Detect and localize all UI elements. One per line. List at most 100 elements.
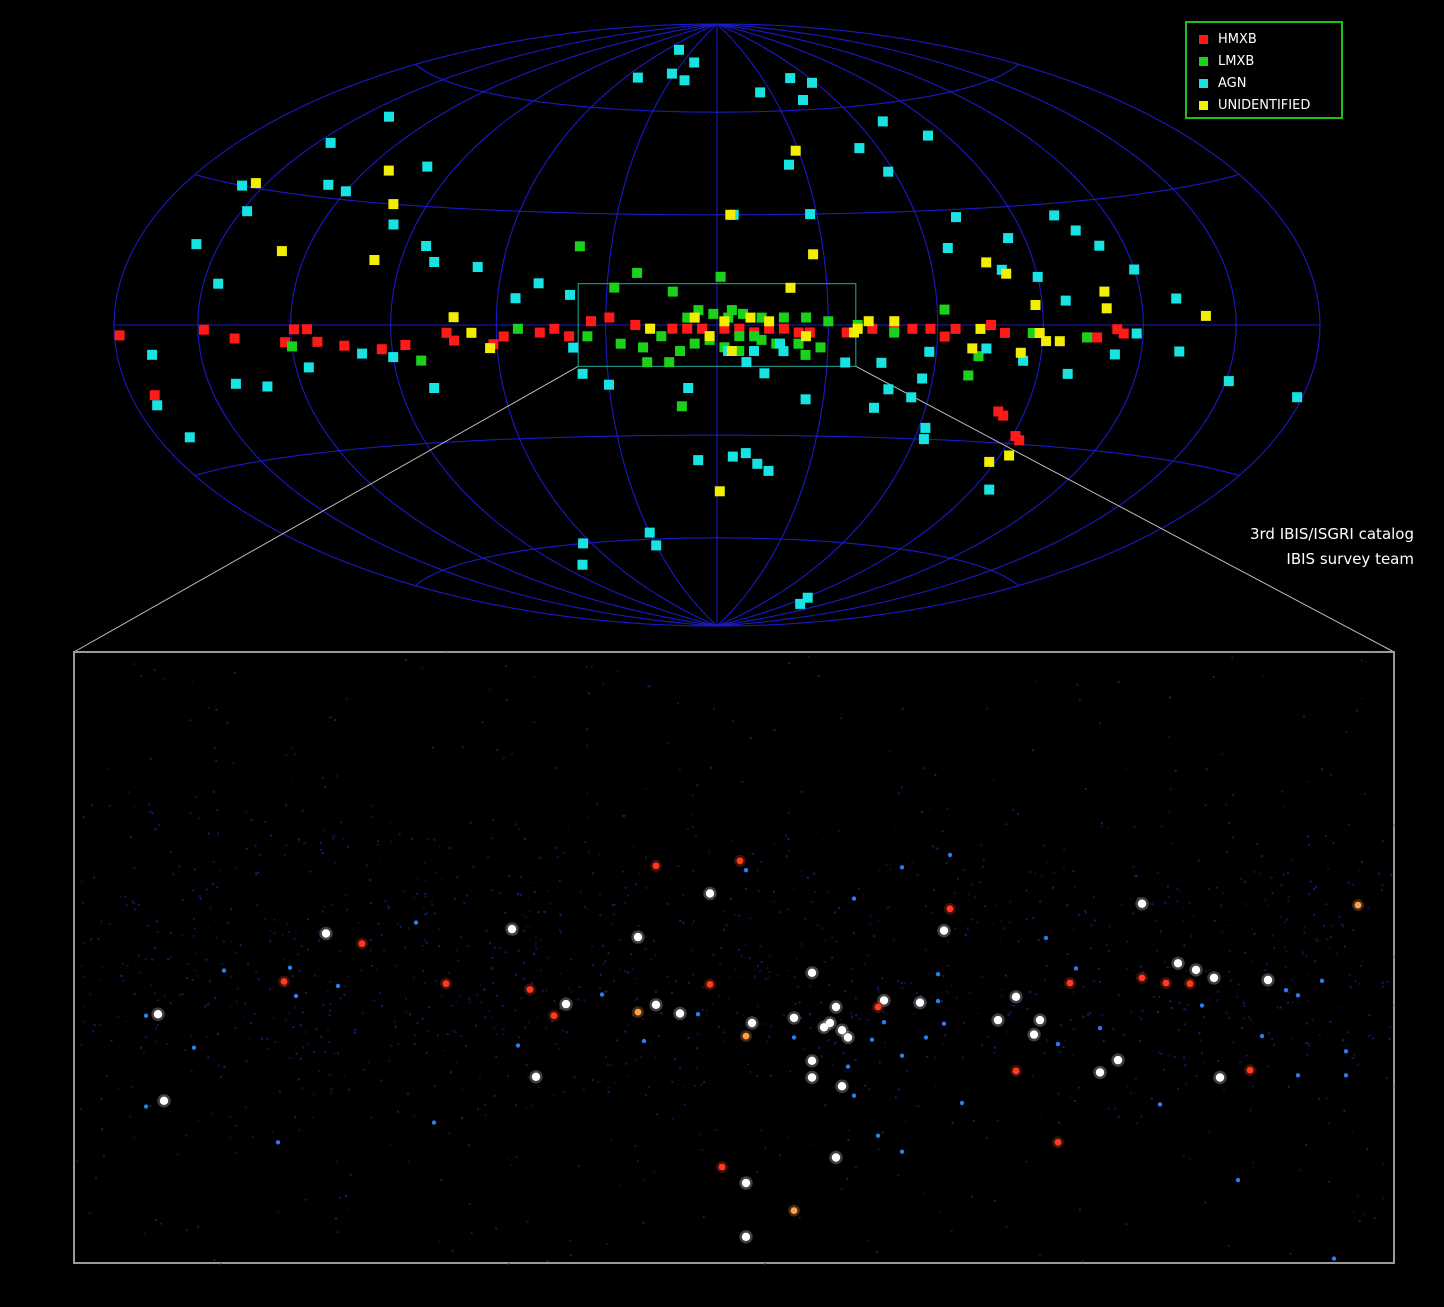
noise-speck	[324, 785, 327, 788]
noise-speck	[110, 1039, 113, 1042]
noise-speck	[387, 905, 389, 908]
marker-agn	[644, 527, 655, 538]
marker-agn	[693, 455, 704, 466]
noise-speck	[789, 1070, 792, 1073]
noise-speck	[459, 994, 462, 997]
noise-speck	[607, 1063, 609, 1066]
inset-source-red	[874, 1003, 882, 1011]
noise-speck	[647, 685, 650, 688]
marker-unidentified	[808, 249, 819, 260]
noise-speck	[599, 913, 602, 916]
noise-speck	[269, 940, 272, 943]
marker-hmxb	[1118, 328, 1129, 339]
noise-speck	[559, 929, 561, 932]
noise-speck	[390, 1044, 393, 1047]
noise-speck	[438, 945, 441, 948]
noise-speck	[793, 887, 796, 890]
marker-agn	[1094, 240, 1105, 251]
inset-source-blue	[923, 1035, 929, 1040]
noise-speck	[1330, 773, 1332, 776]
noise-speck	[282, 958, 285, 961]
noise-speck	[900, 786, 903, 789]
noise-speck	[1288, 1085, 1290, 1088]
noise-speck	[1287, 1001, 1289, 1004]
inset-source-white	[747, 1018, 757, 1028]
marker-agn	[242, 206, 253, 217]
marker-agn	[763, 465, 774, 476]
marker-agn	[918, 434, 929, 445]
noise-speck	[446, 1033, 449, 1036]
noise-speck	[1343, 945, 1346, 948]
noise-speck	[1185, 1009, 1188, 1012]
noise-speck	[696, 1047, 699, 1050]
noise-speck	[1308, 893, 1311, 896]
noise-speck	[569, 1239, 572, 1242]
noise-speck	[495, 1227, 498, 1230]
noise-speck	[493, 1027, 496, 1030]
noise-speck	[1256, 843, 1259, 846]
noise-speck	[897, 1174, 900, 1177]
noise-speck	[702, 1215, 705, 1218]
noise-speck	[433, 838, 436, 841]
noise-speck	[686, 828, 689, 830]
inset-source-blue	[959, 1100, 965, 1106]
noise-speck	[1173, 1056, 1176, 1059]
noise-speck	[250, 818, 253, 821]
noise-speck	[806, 876, 809, 879]
noise-speck	[611, 904, 614, 907]
noise-speck	[532, 881, 535, 884]
marker-unidentified	[250, 178, 261, 189]
noise-speck	[1388, 926, 1391, 929]
noise-speck	[911, 860, 914, 863]
noise-speck	[597, 1080, 600, 1083]
noise-speck	[236, 987, 239, 990]
inset-sources	[143, 852, 1364, 1261]
marker-unidentified	[1054, 336, 1065, 347]
noise-speck	[1039, 1113, 1042, 1116]
noise-speck	[1351, 883, 1354, 886]
noise-speck	[514, 973, 517, 976]
inset-source-white	[879, 996, 889, 1005]
noise-speck	[1113, 1028, 1116, 1031]
noise-speck	[853, 931, 855, 934]
noise-speck	[333, 1052, 336, 1055]
noise-speck	[708, 850, 711, 853]
noise-speck	[402, 890, 405, 893]
noise-speck	[985, 707, 988, 710]
noise-speck	[604, 990, 607, 993]
inset-source-white	[651, 1000, 661, 1009]
noise-speck	[222, 940, 225, 943]
marker-agn	[807, 77, 817, 88]
noise-speck	[339, 1197, 341, 1200]
noise-speck	[740, 976, 743, 978]
noise-speck	[298, 969, 301, 972]
marker-hmxb	[229, 333, 240, 344]
noise-speck	[1242, 1002, 1245, 1005]
noise-speck	[940, 1000, 943, 1003]
noise-speck	[243, 1015, 246, 1018]
noise-speck	[878, 1061, 881, 1064]
noise-speck	[514, 823, 517, 826]
noise-speck	[1025, 889, 1028, 892]
noise-speck	[433, 912, 436, 915]
noise-speck	[809, 1026, 812, 1029]
noise-speck	[1243, 1004, 1246, 1007]
noise-speck	[1202, 1062, 1205, 1065]
noise-speck	[711, 1003, 714, 1006]
noise-speck	[269, 929, 272, 932]
noise-speck	[215, 759, 218, 762]
noise-speck	[862, 893, 865, 896]
marker-unidentified	[1015, 347, 1026, 358]
noise-speck	[380, 933, 383, 936]
noise-speck	[347, 1209, 350, 1212]
noise-speck	[809, 1013, 811, 1016]
noise-speck	[327, 1028, 329, 1031]
noise-speck	[1326, 938, 1329, 941]
noise-speck	[1107, 949, 1110, 952]
noise-speck	[1183, 1008, 1186, 1011]
noise-speck	[389, 1144, 392, 1146]
noise-speck	[321, 910, 324, 913]
marker-agn	[384, 111, 394, 122]
noise-speck	[438, 1240, 441, 1243]
noise-speck	[272, 1017, 275, 1020]
